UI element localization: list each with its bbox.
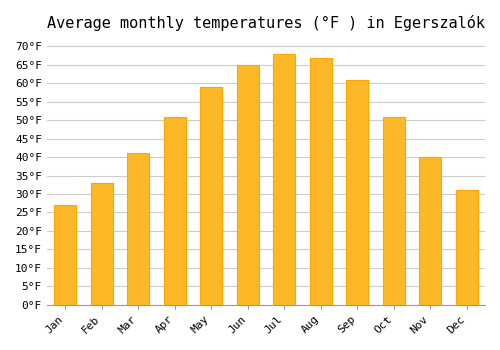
Bar	[236, 65, 258, 304]
Bar	[383, 117, 404, 304]
Bar	[273, 54, 295, 304]
Bar	[346, 80, 368, 304]
Bar	[200, 87, 222, 304]
Bar	[164, 117, 186, 304]
Bar	[90, 183, 112, 304]
Bar	[310, 57, 332, 304]
Bar	[54, 205, 76, 304]
Bar	[456, 190, 477, 304]
Title: Average monthly temperatures (°F ) in Egerszalók: Average monthly temperatures (°F ) in Eg…	[47, 15, 485, 31]
Bar	[127, 153, 149, 304]
Bar	[420, 157, 441, 304]
